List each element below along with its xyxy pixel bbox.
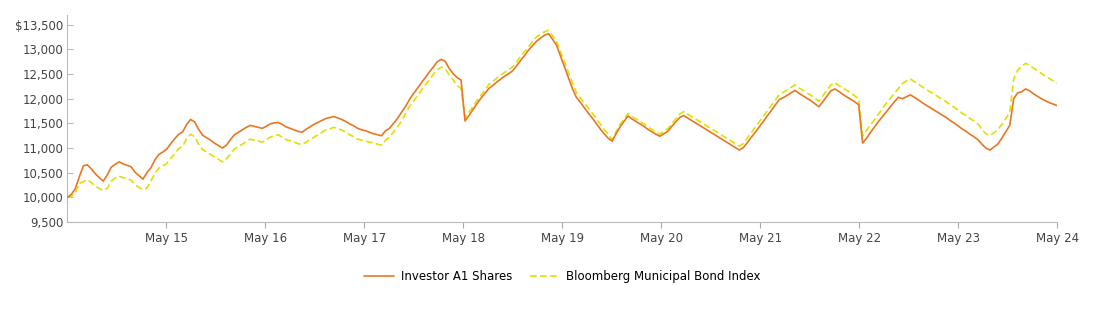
Line: Bloomberg Municipal Bond Index: Bloomberg Municipal Bond Index (68, 30, 1058, 197)
Bloomberg Municipal Bond Index (542, 28, 555, 32)
Investor A1 Shares (1051, 104, 1064, 108)
Investor A1 Shares (1015, 90, 1028, 94)
Line: Investor A1 Shares: Investor A1 Shares (68, 34, 1058, 197)
Investor A1 Shares (470, 102, 484, 106)
Legend: Investor A1 Shares, Bloomberg Municipal Bond Index: Investor A1 Shares, Bloomberg Municipal … (359, 265, 766, 287)
Bloomberg Municipal Bond Index (1015, 64, 1028, 68)
Investor A1 Shares (748, 130, 761, 134)
Bloomberg Municipal Bond Index (61, 195, 74, 199)
Bloomberg Municipal Bond Index (458, 115, 472, 119)
Investor A1 Shares (224, 138, 237, 142)
Bloomberg Municipal Bond Index (1051, 81, 1064, 85)
Bloomberg Municipal Bond Index (638, 122, 651, 126)
Investor A1 Shares (61, 195, 74, 199)
Investor A1 Shares (638, 124, 651, 128)
Bloomberg Municipal Bond Index (470, 99, 484, 103)
Investor A1 Shares (542, 32, 555, 36)
Bloomberg Municipal Bond Index (748, 125, 761, 129)
Bloomberg Municipal Bond Index (224, 152, 237, 156)
Investor A1 Shares (458, 119, 472, 123)
